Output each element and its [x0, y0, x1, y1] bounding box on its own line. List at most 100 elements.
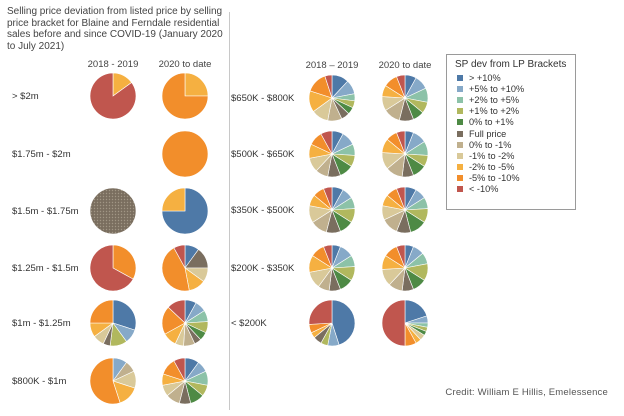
pie — [89, 299, 137, 347]
pie-slice — [161, 130, 209, 178]
legend-swatch — [457, 175, 463, 182]
legend-item: 0% to -1% — [455, 139, 575, 150]
pie — [89, 72, 137, 120]
pie — [381, 130, 429, 178]
pie-slice — [167, 299, 186, 324]
column-header: 2018 - 2019 — [88, 59, 139, 70]
pie-slice — [184, 72, 209, 97]
pie — [89, 357, 137, 405]
legend-swatch — [457, 96, 463, 103]
legend-item: -5% to -10% — [455, 173, 575, 184]
pie — [161, 244, 209, 292]
legend-label: +5% to +10% — [469, 83, 525, 94]
pie — [161, 187, 209, 235]
pie-slice — [173, 357, 186, 382]
pie-slice — [381, 299, 406, 347]
pie — [308, 299, 356, 347]
pie — [381, 244, 429, 292]
legend-label: +2% to +5% — [469, 94, 520, 105]
pie — [308, 186, 356, 234]
pie-slice — [89, 72, 137, 120]
legend-swatch — [457, 74, 463, 81]
row-label: $650K - $800K — [231, 93, 295, 104]
legend-swatch — [457, 152, 463, 159]
pie — [381, 186, 429, 234]
pie-slice — [161, 187, 186, 212]
row-label: $500K - $650K — [231, 149, 295, 160]
legend-label: 0% to -1% — [469, 139, 512, 150]
legend: SP dev from LP Brackets > +10% +5% to +10… — [446, 54, 576, 210]
legend-swatch — [457, 186, 463, 193]
legend-item: > +10% — [455, 72, 575, 83]
row-label: $1.5m - $1.75m — [12, 206, 79, 217]
legend-item: Full price — [455, 128, 575, 139]
row-label: $800K - $1m — [12, 376, 66, 387]
legend-item: < -10% — [455, 184, 575, 195]
chart-title: Selling price deviation from listed pric… — [7, 6, 223, 52]
pie — [161, 130, 209, 178]
pie — [89, 187, 137, 235]
legend-label: +1% to +2% — [469, 106, 520, 117]
pie-slice — [396, 186, 406, 211]
credit-text: Credit: William E Hillis, Emelessence — [445, 387, 608, 398]
legend-item: +1% to +2% — [455, 106, 575, 117]
legend-swatch — [457, 130, 463, 137]
pie-slice — [308, 299, 333, 325]
legend-label: > +10% — [469, 72, 501, 83]
column-header: 2018 – 2019 — [306, 60, 359, 71]
row-label: $1.75m - $2m — [12, 149, 71, 160]
pie — [381, 299, 429, 347]
pie-slice — [396, 74, 406, 99]
pie — [308, 130, 356, 178]
pie-slice — [161, 247, 190, 292]
legend-item: +5% to +10% — [455, 83, 575, 94]
pie — [381, 74, 429, 122]
pie — [308, 244, 356, 292]
pie — [89, 244, 137, 292]
pie — [161, 357, 209, 405]
legend-items: > +10% +5% to +10% +2% to +5% +1% to +2% 0% … — [455, 72, 575, 195]
pie-slice — [396, 130, 406, 155]
pie-slice — [396, 244, 406, 269]
legend-swatch — [457, 164, 463, 171]
legend-swatch — [457, 85, 463, 92]
pie-slice — [331, 299, 356, 346]
pie — [161, 72, 209, 120]
legend-label: -1% to -2% — [469, 150, 515, 161]
column-header: 2020 to date — [159, 59, 212, 70]
legend-label: -2% to -5% — [469, 162, 515, 173]
row-label: $350K - $500K — [231, 205, 295, 216]
row-label: $1m - $1.25m — [12, 318, 71, 329]
pie-slice — [112, 244, 137, 280]
pie-slice — [161, 72, 209, 120]
pie-slice — [89, 187, 137, 235]
pie-slice — [161, 187, 209, 235]
pie-slice — [173, 244, 186, 269]
pie-slice — [112, 299, 137, 331]
legend-label: -5% to -10% — [469, 173, 520, 184]
legend-swatch — [457, 141, 463, 148]
legend-title: SP dev from LP Brackets — [455, 59, 567, 70]
pie-slice — [323, 244, 333, 269]
legend-item: -1% to -2% — [455, 150, 575, 161]
row-label: < $200K — [231, 318, 267, 329]
legend-swatch — [457, 108, 463, 115]
pie-slice — [89, 299, 114, 324]
pie-slice — [89, 244, 134, 292]
row-label: $200K - $350K — [231, 263, 295, 274]
column-header: 2020 to date — [379, 60, 432, 71]
row-label: > $2m — [12, 91, 39, 102]
pie-slice — [323, 186, 333, 211]
pie-slice — [320, 130, 333, 155]
legend-label: < -10% — [469, 184, 499, 195]
pie — [308, 74, 356, 122]
legend-swatch — [457, 119, 463, 126]
pie-slice — [89, 357, 121, 405]
legend-label: Full price — [469, 128, 507, 139]
row-label: $1.25m - $1.5m — [12, 263, 79, 274]
pie-slice — [324, 74, 333, 99]
legend-item: 0% to +1% — [455, 117, 575, 128]
legend-item: +2% to +5% — [455, 94, 575, 105]
panel-divider — [229, 12, 230, 410]
